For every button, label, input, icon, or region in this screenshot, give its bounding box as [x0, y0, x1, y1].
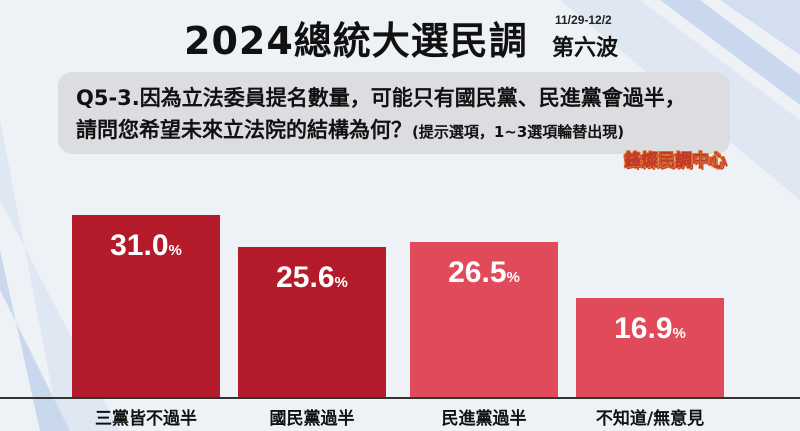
bar-value-label-3: 16.9% [576, 312, 724, 346]
bar-value-unit: % [506, 269, 520, 286]
survey-date: 11/29-12/2 [555, 13, 612, 27]
bar-value-number: 25.6 [276, 261, 335, 294]
question-box: Q5-3.因為立法委員提名數量，可能只有國民黨、民進黨會過半， 請問您希望未來立… [58, 72, 730, 154]
bar-chart: 31.0% 三黨皆不過半 25.6% 國民黨過半 26.5% 民進黨過半 16.9% 不知道/… [0, 160, 800, 431]
page-title: 2024總統大選民調 [184, 19, 528, 63]
category-label-0: 三黨皆不過半 [95, 409, 197, 429]
bar-1: 25.6% [238, 247, 386, 397]
bar-value-label-1: 25.6% [238, 261, 386, 295]
bar-3: 16.9% [576, 298, 724, 397]
chart-baseline [0, 397, 800, 399]
header: 2024總統大選民調 11/29-12/2 第六波 [0, 0, 800, 68]
category-label-3: 不知道/無意見 [595, 409, 705, 429]
bar-2: 26.5% [410, 242, 558, 397]
question-line-2: 請問您希望未來立法院的結構為何？(提示選項，1~3選項輪替出現) [76, 114, 624, 144]
bar-value-label-0: 31.0% [72, 229, 220, 263]
question-note: (提示選項，1~3選項輪替出現) [412, 123, 625, 141]
category-label-2: 民進黨過半 [441, 409, 527, 429]
bar-value-number: 26.5 [448, 256, 507, 289]
bar-value-number: 16.9 [614, 312, 673, 345]
category-label-1: 國民黨過半 [269, 409, 355, 429]
survey-wave: 第六波 [552, 36, 619, 61]
bar-value-unit: % [168, 242, 182, 259]
bar-0: 31.0% [72, 215, 220, 397]
question-line-1: Q5-3.因為立法委員提名數量，可能只有國民黨、民進黨會過半， [76, 86, 686, 110]
source-logo: 鋒燦民調中心 [624, 151, 727, 172]
bar-value-unit: % [334, 274, 348, 291]
bar-value-number: 31.0 [110, 229, 169, 262]
bar-value-label-2: 26.5% [410, 256, 558, 290]
bar-value-unit: % [672, 325, 686, 342]
question-line-2-text: 請問您希望未來立法院的結構為何？ [76, 118, 412, 142]
